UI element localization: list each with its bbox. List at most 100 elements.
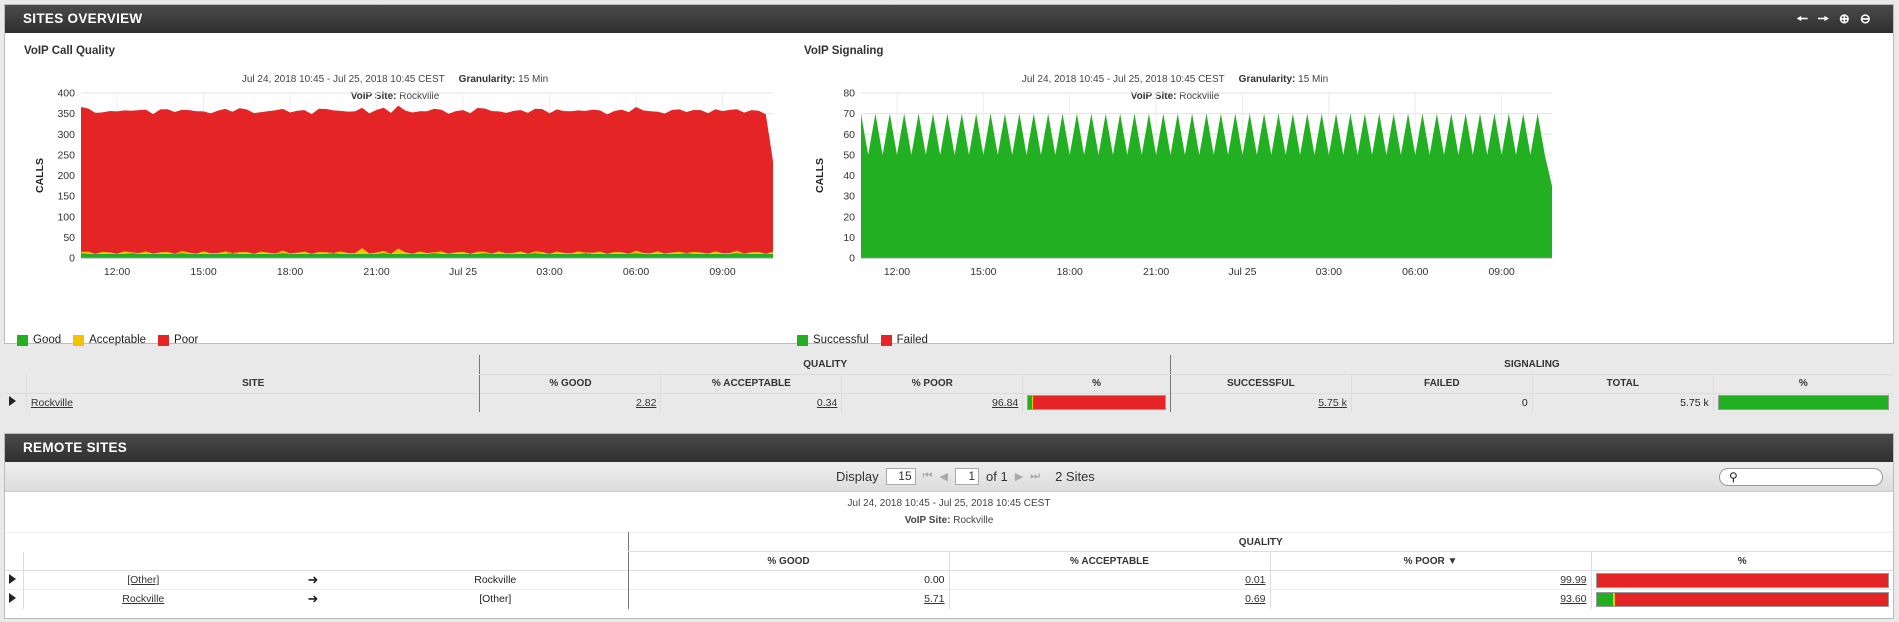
legend-item-successful[interactable]: Successful — [797, 334, 869, 346]
arrow-right-icon[interactable]: 🠖 — [1817, 11, 1830, 26]
table-row: [Other] ➜ Rockville 0.00 0.01 99.99 — [5, 570, 1893, 590]
legend-label: Acceptable — [89, 334, 147, 346]
date-range: Jul 24, 2018 10:45 - Jul 25, 2018 10:45 … — [241, 74, 445, 85]
col-header-good[interactable]: % GOOD — [479, 374, 662, 393]
arrow-right-icon: ➜ — [307, 591, 319, 607]
table-row: Rockville 2.82 0.34 96.84 5.75 k 0 5.75 … — [5, 393, 1893, 412]
series-area-acceptable — [81, 248, 773, 254]
poor-value[interactable]: 99.99 — [1560, 574, 1587, 586]
x-tick-label: 15:00 — [970, 266, 996, 278]
poor-value[interactable]: 96.84 — [992, 396, 1019, 409]
date-range: Jul 24, 2018 10:45 - Jul 25, 2018 10:45 … — [847, 498, 1051, 509]
signaling-chart: VoIP Signaling Jul 24, 2018 10:45 - Jul … — [785, 33, 1895, 355]
chart-meta: Jul 24, 2018 10:45 - Jul 25, 2018 10:45 … — [785, 71, 1565, 105]
last-page-icon[interactable]: ⏭ — [1030, 470, 1041, 482]
bar-segment — [1032, 396, 1165, 410]
prev-page-icon[interactable]: ◀ — [939, 471, 948, 483]
zoom-in-icon[interactable]: ⊕ — [1838, 11, 1851, 26]
remote-sites-title: REMOTE SITES — [23, 440, 128, 455]
col-header-good[interactable]: % GOOD — [627, 551, 950, 571]
sort-desc-icon: ▼ — [1447, 555, 1458, 567]
col-header-quality-pct[interactable]: % — [1092, 378, 1102, 389]
expand-row-icon[interactable] — [9, 396, 16, 407]
expand-row-icon[interactable] — [9, 573, 16, 584]
y-tick-label: 350 — [57, 108, 75, 120]
y-tick-label: 100 — [57, 211, 75, 223]
total-value: 5.75 k — [1680, 396, 1709, 409]
col-header-successful[interactable]: SUCCESSFUL — [1169, 374, 1352, 393]
chart-title: VoIP Call Quality — [24, 45, 115, 57]
legend-item-poor[interactable]: Poor — [158, 334, 198, 346]
y-tick-label: 150 — [57, 191, 75, 203]
search-input[interactable]: ⚲ — [1719, 468, 1883, 486]
site-label: VoIP Site: — [1130, 91, 1177, 102]
col-header-acceptable[interactable]: % ACCEPTABLE — [949, 551, 1271, 571]
expand-row-icon[interactable] — [9, 592, 16, 603]
next-page-icon[interactable]: ▶ — [1014, 471, 1024, 483]
col-header-total[interactable]: TOTAL — [1532, 374, 1714, 393]
poor-value[interactable]: 93.60 — [1560, 593, 1587, 606]
sites-overview-panel: SITES OVERVIEW 🠔 🠖 ⊕ ⊖ VoIP Call Quality… — [4, 4, 1894, 412]
col-header-poor[interactable]: % POOR ▼ — [1270, 551, 1592, 571]
failed-value: 0 — [1521, 396, 1528, 409]
remote-meta: Jul 24, 2018 10:45 - Jul 25, 2018 10:45 … — [5, 492, 1893, 532]
col-header-pct[interactable]: % — [1737, 555, 1747, 567]
acceptable-value[interactable]: 0.69 — [1245, 593, 1266, 606]
y-tick-label: 10 — [843, 232, 855, 244]
col-header-signaling-pct[interactable]: % — [1798, 378, 1808, 389]
legend-label: Good — [33, 334, 62, 346]
zoom-out-icon[interactable]: ⊖ — [1859, 11, 1872, 26]
sites-overview-title: SITES OVERVIEW — [23, 11, 143, 26]
acceptable-value[interactable]: 0.34 — [816, 396, 838, 409]
col-header-poor[interactable]: % POOR — [841, 374, 1024, 393]
x-tick-label: 06:00 — [623, 266, 649, 278]
group-header-signaling: SIGNALING — [1169, 355, 1893, 375]
y-axis-label: CALLS — [814, 158, 826, 193]
call-quality-plot[interactable]: 0 50 100 150 200 250 300 350 400 12:00 15:00 18:00 2… — [5, 33, 785, 355]
arrow-left-icon[interactable]: 🠔 — [1796, 11, 1809, 26]
good-value: 0.00 — [924, 574, 945, 586]
site-link[interactable]: Rockville — [30, 396, 73, 409]
y-tick-label: 60 — [843, 129, 855, 141]
legend-swatch — [797, 334, 808, 346]
legend-item-acceptable[interactable]: Acceptable — [73, 334, 146, 346]
successful-value[interactable]: 5.75 k — [1318, 396, 1347, 409]
legend-item-failed[interactable]: Failed — [880, 334, 928, 346]
signaling-plot[interactable]: 0 10 20 30 40 50 60 70 80 12:00 15:00 18:00 21:00 Jul… — [785, 33, 1895, 355]
legend-swatch — [73, 334, 85, 346]
col-header-failed[interactable]: FAILED — [1351, 374, 1533, 393]
col-header-acceptable[interactable]: % ACCEPTABLE — [660, 374, 843, 393]
legend-item-good[interactable]: Good — [17, 334, 61, 346]
x-tick-label: 18:00 — [277, 266, 303, 278]
x-tick-label: 12:00 — [884, 266, 910, 278]
page-number-input[interactable]: 1 — [955, 468, 979, 485]
group-header-quality: QUALITY — [479, 355, 1171, 375]
remote-sites-header: REMOTE SITES — [5, 434, 1893, 462]
site-value: Rockville — [953, 515, 994, 526]
y-tick-label: 80 — [843, 88, 855, 100]
legend-swatch — [880, 334, 892, 346]
page-of-label: of 1 — [986, 469, 1008, 484]
x-tick-label: 21:00 — [1143, 266, 1169, 278]
signaling-bar — [1717, 395, 1889, 411]
x-tick-label: 15:00 — [190, 266, 216, 278]
y-tick-label: 70 — [843, 108, 855, 120]
site-value: Rockville — [1179, 91, 1220, 102]
from-site-link[interactable]: Rockville — [122, 593, 165, 606]
x-tick-label: Jul 25 — [1228, 266, 1256, 278]
bar-segment — [1028, 396, 1033, 410]
granularity-label: Granularity: — [1238, 74, 1296, 85]
bar-segment — [1718, 396, 1888, 410]
first-page-icon[interactable]: ⏮ — [922, 470, 933, 482]
y-tick-label: 300 — [57, 129, 75, 141]
good-value[interactable]: 2.82 — [635, 396, 657, 409]
from-site-link[interactable]: [Other] — [127, 574, 160, 586]
sites-count: 2 Sites — [1055, 469, 1095, 484]
page-size-input[interactable]: 15 — [885, 468, 916, 485]
good-value[interactable]: 5.71 — [924, 593, 945, 606]
search-icon: ⚲ — [1729, 470, 1738, 484]
col-header-site[interactable]: SITE — [242, 377, 265, 389]
series-area-good — [81, 253, 773, 258]
acceptable-value[interactable]: 0.01 — [1245, 574, 1266, 586]
chart-legend: Successful Failed — [797, 334, 928, 346]
